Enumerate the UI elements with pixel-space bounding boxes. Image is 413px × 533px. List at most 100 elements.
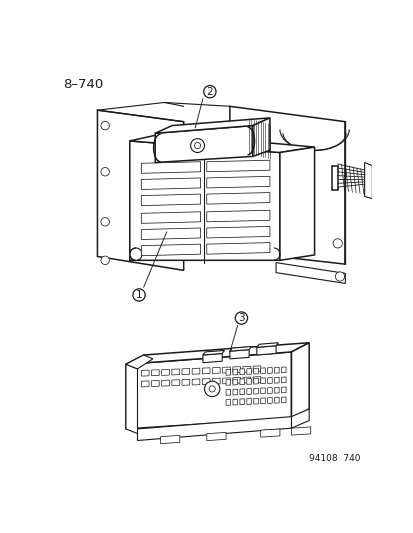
- Polygon shape: [225, 379, 230, 385]
- Polygon shape: [206, 210, 269, 222]
- Polygon shape: [155, 118, 269, 133]
- Polygon shape: [281, 397, 285, 403]
- Circle shape: [133, 289, 145, 301]
- Polygon shape: [206, 432, 225, 441]
- Polygon shape: [229, 106, 344, 264]
- Polygon shape: [182, 379, 189, 385]
- Polygon shape: [225, 390, 230, 395]
- Polygon shape: [233, 369, 237, 375]
- Circle shape: [335, 272, 344, 281]
- Polygon shape: [274, 377, 278, 383]
- Polygon shape: [225, 399, 230, 405]
- Polygon shape: [212, 378, 220, 384]
- Polygon shape: [160, 435, 179, 443]
- Polygon shape: [141, 161, 200, 173]
- Circle shape: [101, 122, 109, 130]
- Polygon shape: [229, 346, 251, 351]
- Polygon shape: [281, 367, 285, 373]
- Polygon shape: [212, 367, 220, 374]
- Polygon shape: [202, 353, 222, 363]
- Polygon shape: [279, 147, 314, 260]
- Polygon shape: [222, 378, 230, 384]
- Polygon shape: [260, 388, 265, 394]
- Polygon shape: [222, 367, 230, 373]
- Polygon shape: [126, 364, 137, 433]
- Polygon shape: [232, 367, 240, 373]
- Polygon shape: [206, 160, 269, 172]
- Polygon shape: [206, 243, 269, 254]
- Polygon shape: [256, 343, 278, 348]
- Circle shape: [194, 142, 200, 149]
- Polygon shape: [260, 398, 265, 404]
- Circle shape: [235, 312, 247, 324]
- Polygon shape: [141, 178, 200, 189]
- Circle shape: [209, 386, 215, 392]
- Polygon shape: [182, 369, 189, 375]
- Polygon shape: [253, 388, 258, 394]
- Circle shape: [332, 239, 342, 248]
- Polygon shape: [256, 346, 275, 355]
- Polygon shape: [129, 141, 279, 260]
- Polygon shape: [232, 377, 240, 383]
- Polygon shape: [246, 368, 251, 374]
- Polygon shape: [233, 399, 237, 405]
- Polygon shape: [291, 409, 309, 428]
- Polygon shape: [253, 378, 258, 384]
- Polygon shape: [161, 380, 169, 386]
- Text: 94108  740: 94108 740: [309, 454, 360, 463]
- Circle shape: [101, 167, 109, 176]
- Polygon shape: [233, 379, 237, 385]
- Circle shape: [190, 139, 204, 152]
- Polygon shape: [274, 367, 278, 373]
- Polygon shape: [242, 377, 250, 383]
- Polygon shape: [253, 368, 258, 374]
- Polygon shape: [291, 427, 310, 435]
- Polygon shape: [151, 370, 159, 376]
- Polygon shape: [141, 194, 200, 206]
- Polygon shape: [192, 368, 199, 374]
- Polygon shape: [97, 110, 183, 270]
- Polygon shape: [202, 368, 209, 374]
- Polygon shape: [126, 352, 291, 429]
- Polygon shape: [246, 389, 251, 394]
- Polygon shape: [171, 369, 179, 375]
- Polygon shape: [267, 387, 272, 393]
- Polygon shape: [151, 381, 159, 386]
- Polygon shape: [137, 417, 291, 440]
- Polygon shape: [141, 244, 200, 256]
- Polygon shape: [260, 429, 279, 437]
- Polygon shape: [202, 378, 209, 385]
- Polygon shape: [233, 389, 237, 395]
- Text: 3: 3: [237, 313, 244, 323]
- Polygon shape: [253, 398, 258, 404]
- Polygon shape: [206, 192, 269, 204]
- Circle shape: [203, 85, 216, 98]
- Polygon shape: [274, 387, 278, 393]
- Polygon shape: [202, 350, 224, 355]
- Text: 2: 2: [206, 87, 213, 96]
- Polygon shape: [141, 228, 200, 239]
- Polygon shape: [129, 133, 314, 152]
- Polygon shape: [275, 263, 344, 284]
- Polygon shape: [206, 227, 269, 238]
- Polygon shape: [267, 368, 272, 374]
- Polygon shape: [267, 398, 272, 403]
- Polygon shape: [260, 378, 265, 384]
- Polygon shape: [126, 355, 152, 369]
- Polygon shape: [171, 379, 179, 386]
- Polygon shape: [281, 387, 285, 393]
- Polygon shape: [239, 379, 244, 385]
- Polygon shape: [274, 397, 278, 403]
- Polygon shape: [260, 368, 265, 374]
- Text: 1: 1: [135, 290, 142, 300]
- Polygon shape: [246, 378, 251, 384]
- Polygon shape: [225, 369, 230, 375]
- Text: 8–740: 8–740: [64, 78, 104, 91]
- Polygon shape: [192, 379, 199, 385]
- Polygon shape: [126, 343, 309, 364]
- Polygon shape: [239, 399, 244, 405]
- Circle shape: [101, 256, 109, 264]
- Polygon shape: [141, 381, 149, 387]
- Polygon shape: [155, 126, 252, 163]
- Polygon shape: [267, 377, 272, 383]
